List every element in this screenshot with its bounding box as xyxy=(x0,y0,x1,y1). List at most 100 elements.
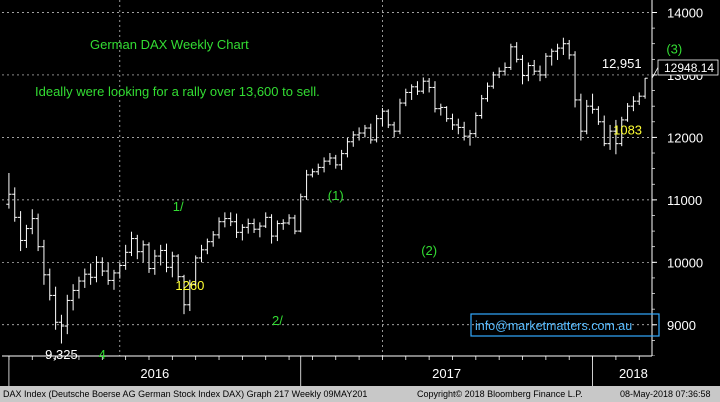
ohlc-bar xyxy=(554,43,561,60)
ohlc-bar xyxy=(589,93,596,114)
ohlc-bar xyxy=(350,131,356,147)
ohlc-bar xyxy=(525,62,531,82)
ohlc-bar xyxy=(268,214,275,244)
ohlc-bar xyxy=(397,98,403,135)
ohlc-bar xyxy=(490,71,496,89)
ohlc-bar xyxy=(29,209,35,235)
ohlc-bar xyxy=(484,82,491,102)
ohlc-bar xyxy=(216,217,222,239)
ohlc-bar xyxy=(204,238,210,255)
ohlc-bar xyxy=(52,286,59,330)
ohlc-bar xyxy=(198,244,205,263)
price-bars xyxy=(6,37,648,344)
ohlc-bar xyxy=(642,77,648,99)
ohlc-bar xyxy=(263,212,269,228)
footer-bar: DAX Index (Deutsche Boerse AG German Sto… xyxy=(0,386,720,402)
ohlc-bar xyxy=(379,108,386,127)
ohlc-bar xyxy=(158,244,164,266)
ohlc-bar xyxy=(286,214,292,225)
ohlc-bar xyxy=(257,222,263,238)
ohlc-bar xyxy=(403,88,409,107)
footer-date: 08-May-2018 07:36:58 xyxy=(620,389,711,399)
ohlc-bar xyxy=(163,243,170,273)
ohlc-bar xyxy=(117,262,123,279)
ohlc-bar xyxy=(123,244,129,270)
ohlc-bar xyxy=(140,240,146,263)
ohlc-bar xyxy=(479,94,485,119)
x-tick-label: 2017 xyxy=(432,366,461,381)
y-tick-label: 11000 xyxy=(667,193,702,208)
ohlc-bar xyxy=(17,211,24,252)
ohlc-bar xyxy=(613,119,619,155)
ohlc-bar xyxy=(105,262,111,285)
ohlc-bar xyxy=(566,39,572,60)
wave-annotations: 9,32541/12602/(1)(2)12,951(3)108311,868(… xyxy=(45,42,682,362)
x-tick-label: 2016 xyxy=(140,366,169,381)
ohlc-bar xyxy=(426,78,432,93)
x-tick-label: 2018 xyxy=(619,366,648,381)
ohlc-bar xyxy=(502,62,508,76)
chart-subtitle: Ideally were looking for a rally over 13… xyxy=(35,84,320,99)
ohlc-bar xyxy=(333,154,339,169)
ohlc-bar xyxy=(338,149,345,170)
ohlc-bar xyxy=(438,103,444,116)
ohlc-bar xyxy=(636,92,642,105)
footer-copyright: Copyright© 2018 Bloomberg Finance L.P. xyxy=(417,389,583,399)
ohlc-bar xyxy=(58,314,65,344)
ohlc-bar xyxy=(461,121,467,141)
ohlc-bar xyxy=(292,214,298,235)
ohlc-bar xyxy=(327,153,333,165)
ohlc-bar xyxy=(146,242,152,273)
y-tick-label: 14000 xyxy=(667,5,703,20)
annotation-label: 9,325 xyxy=(45,347,78,362)
ohlc-bar xyxy=(356,127,362,141)
ohlc-bar xyxy=(473,112,479,138)
ohlc-bar xyxy=(496,67,502,79)
ohlc-bar xyxy=(228,212,234,227)
x-axis: 2016 2017 2018 xyxy=(0,355,720,386)
ohlc-bar xyxy=(193,255,199,287)
ohlc-bar xyxy=(23,224,30,248)
ohlc-bar xyxy=(152,249,158,275)
ohlc-bar xyxy=(601,115,607,147)
ohlc-bar xyxy=(210,231,216,247)
y-tick-label: 9000 xyxy=(667,318,696,333)
ohlc-bar xyxy=(181,274,187,315)
last-price-tag: 12948.14 xyxy=(657,59,719,76)
ohlc-bar xyxy=(93,256,100,283)
ohlc-bar xyxy=(251,218,257,233)
ohlc-bar xyxy=(537,65,543,82)
ohlc-bar xyxy=(222,212,228,228)
ohlc-bar xyxy=(444,106,450,122)
ohlc-bar xyxy=(414,81,421,95)
ohlc-bar xyxy=(549,48,555,66)
annotation-label: (3) xyxy=(666,42,682,57)
annotation-label: 4 xyxy=(99,347,106,362)
ohlc-bar xyxy=(344,138,351,158)
x-axis-band xyxy=(0,356,720,386)
ohlc-bar xyxy=(12,187,18,222)
ohlc-bar xyxy=(514,42,520,63)
ohlc-bar xyxy=(584,99,590,135)
annotation-label: 1260 xyxy=(175,278,204,293)
ohlc-bar xyxy=(467,129,473,146)
ohlc-bar xyxy=(321,157,327,173)
ohlc-bar xyxy=(303,169,310,200)
ohlc-bar xyxy=(508,43,514,70)
annotation-label: 1/ xyxy=(173,199,184,214)
ohlc-bar xyxy=(128,231,135,257)
ohlc-bar xyxy=(432,81,438,113)
watermark-text: info@marketmatters.com.au xyxy=(475,319,632,333)
ohlc-bar xyxy=(187,279,193,312)
ohlc-bar xyxy=(595,106,602,125)
watermark-box: info@marketmatters.com.au xyxy=(470,313,660,337)
ohlc-bar xyxy=(245,218,251,234)
ohlc-bar xyxy=(111,269,117,290)
ohlc-bar xyxy=(82,268,88,288)
ohlc-bar xyxy=(409,84,415,100)
chart-title: German DAX Weekly Chart xyxy=(90,37,249,52)
ohlc-bar xyxy=(47,268,53,301)
ohlc-bar xyxy=(449,113,456,130)
ohlc-bar xyxy=(543,53,549,79)
